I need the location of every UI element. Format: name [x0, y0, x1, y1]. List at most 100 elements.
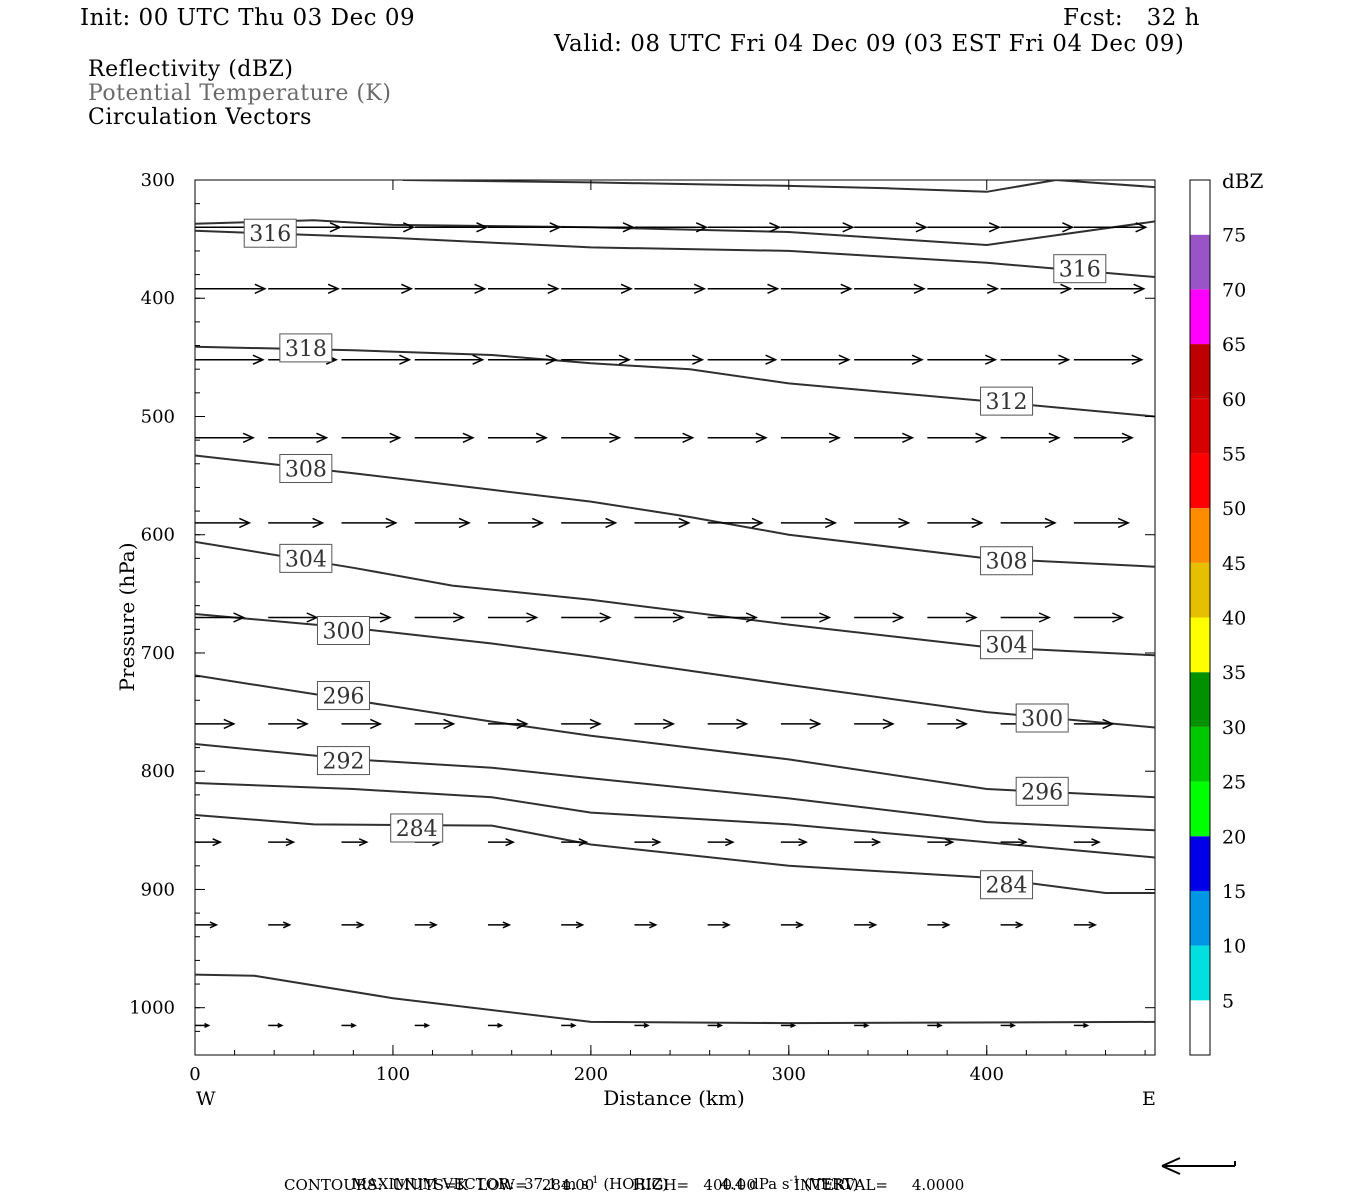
- contour-label-box: [316, 616, 370, 646]
- vector-head: [1048, 432, 1061, 443]
- vector-head: [975, 432, 988, 443]
- vector-head: [472, 354, 485, 365]
- vector-head: [767, 283, 780, 294]
- vector-head: [716, 1022, 724, 1028]
- theta-contour: [195, 345, 1155, 418]
- vector-head: [672, 612, 685, 623]
- vector-head: [1088, 921, 1098, 929]
- vert-exponent: -1: [789, 1175, 800, 1186]
- east-label: E: [1142, 1088, 1156, 1110]
- y-axis-label: Pressure (hPa): [115, 543, 139, 692]
- vector-head: [547, 283, 560, 294]
- vector-head: [643, 1022, 650, 1028]
- vector-head: [828, 432, 841, 443]
- vector-head: [798, 838, 808, 847]
- vector-head: [1083, 1022, 1090, 1028]
- colorbar-segment: [1190, 945, 1210, 1001]
- vector-head: [474, 283, 487, 294]
- vector-head: [1117, 517, 1131, 529]
- vector-head: [329, 222, 342, 233]
- contour-label-box: [316, 746, 370, 776]
- vector-head: [402, 222, 416, 233]
- colorbar-segment: [1190, 1000, 1210, 1055]
- theta-contour: [195, 782, 1155, 859]
- contour-label-box: [279, 543, 333, 573]
- vector-head: [769, 222, 782, 233]
- vector-head: [882, 718, 895, 730]
- colorbar-level-label: 50: [1222, 498, 1246, 520]
- vector-head: [682, 432, 695, 443]
- vector-head: [651, 838, 662, 847]
- vector-head: [913, 283, 926, 294]
- colorbar-segment: [1190, 890, 1210, 946]
- contour-label-box: [1053, 254, 1107, 284]
- contour-label-box: [980, 546, 1034, 576]
- colorbar-level-label: 5: [1222, 990, 1234, 1012]
- max-vector-label: MAXIMUM VECTOR:: [351, 1175, 515, 1193]
- vector-head: [531, 517, 545, 529]
- vector-head: [620, 283, 633, 294]
- contour-label-box: [980, 386, 1034, 416]
- vector-head: [988, 222, 1002, 233]
- vector-head: [212, 838, 223, 847]
- contour-label-box: [316, 681, 370, 711]
- vector-head: [233, 612, 246, 623]
- vector-head: [306, 612, 319, 623]
- contour-label-box: [1015, 776, 1069, 806]
- vector-head: [316, 432, 329, 443]
- contour-label-box: [243, 218, 297, 248]
- vector-head: [936, 1022, 943, 1028]
- vector-head: [892, 612, 905, 623]
- y-tick-label: 1000: [129, 998, 175, 1019]
- vector-head: [693, 283, 707, 294]
- x-axis-label: Distance (km): [603, 1086, 745, 1110]
- theta-contour: [195, 454, 1155, 568]
- vector-head: [209, 921, 219, 929]
- x-tick-label: 100: [376, 1064, 410, 1085]
- vector-head: [971, 517, 984, 529]
- colorbar-segment: [1190, 344, 1210, 399]
- vector-head: [239, 517, 252, 529]
- vector-head: [254, 283, 267, 294]
- vector-head: [692, 354, 705, 365]
- colorbar-level-label: 40: [1222, 608, 1246, 630]
- vector-head: [902, 432, 915, 443]
- contour-label: 312: [986, 390, 1028, 415]
- vector-head: [662, 718, 676, 730]
- theta-contour: [195, 814, 1155, 894]
- vector-head: [755, 432, 768, 443]
- colorbar-title: dBZ: [1222, 169, 1264, 193]
- vector-head: [549, 222, 562, 233]
- vector-head: [695, 222, 709, 233]
- vector-head: [502, 921, 512, 929]
- vector-head: [443, 718, 456, 730]
- vector-head: [575, 921, 585, 929]
- vector-head: [526, 612, 539, 623]
- contour-label: 308: [285, 458, 327, 483]
- contour-label-box: [279, 333, 333, 363]
- vector-head: [570, 1022, 577, 1028]
- vector-head: [462, 432, 475, 443]
- vector-head: [1058, 354, 1071, 365]
- vector-head: [765, 354, 778, 365]
- vector-head: [1038, 612, 1051, 623]
- valid-time: Valid: 08 UTC Fri 04 Dec 09 (03 EST Fri …: [554, 31, 1185, 57]
- vector-head: [535, 432, 548, 443]
- vector-head: [911, 354, 924, 365]
- vector-head: [589, 718, 602, 730]
- colorbar-segment: [1190, 726, 1210, 782]
- colorbar-level-label: 20: [1222, 826, 1246, 848]
- colorbar-level-label: 65: [1222, 334, 1246, 356]
- contour-label-box: [390, 813, 444, 843]
- vector-head: [223, 718, 236, 730]
- vector-head: [984, 354, 998, 365]
- max-vector-horiz-value: 37.1 m s: [523, 1175, 589, 1193]
- vector-head: [516, 718, 529, 730]
- vector-head: [1044, 517, 1057, 529]
- vector-head: [242, 432, 256, 443]
- vector-head: [725, 838, 735, 847]
- colorbar-level-label: 70: [1222, 279, 1246, 301]
- vector-head: [986, 283, 1000, 294]
- vector-head: [497, 1022, 504, 1028]
